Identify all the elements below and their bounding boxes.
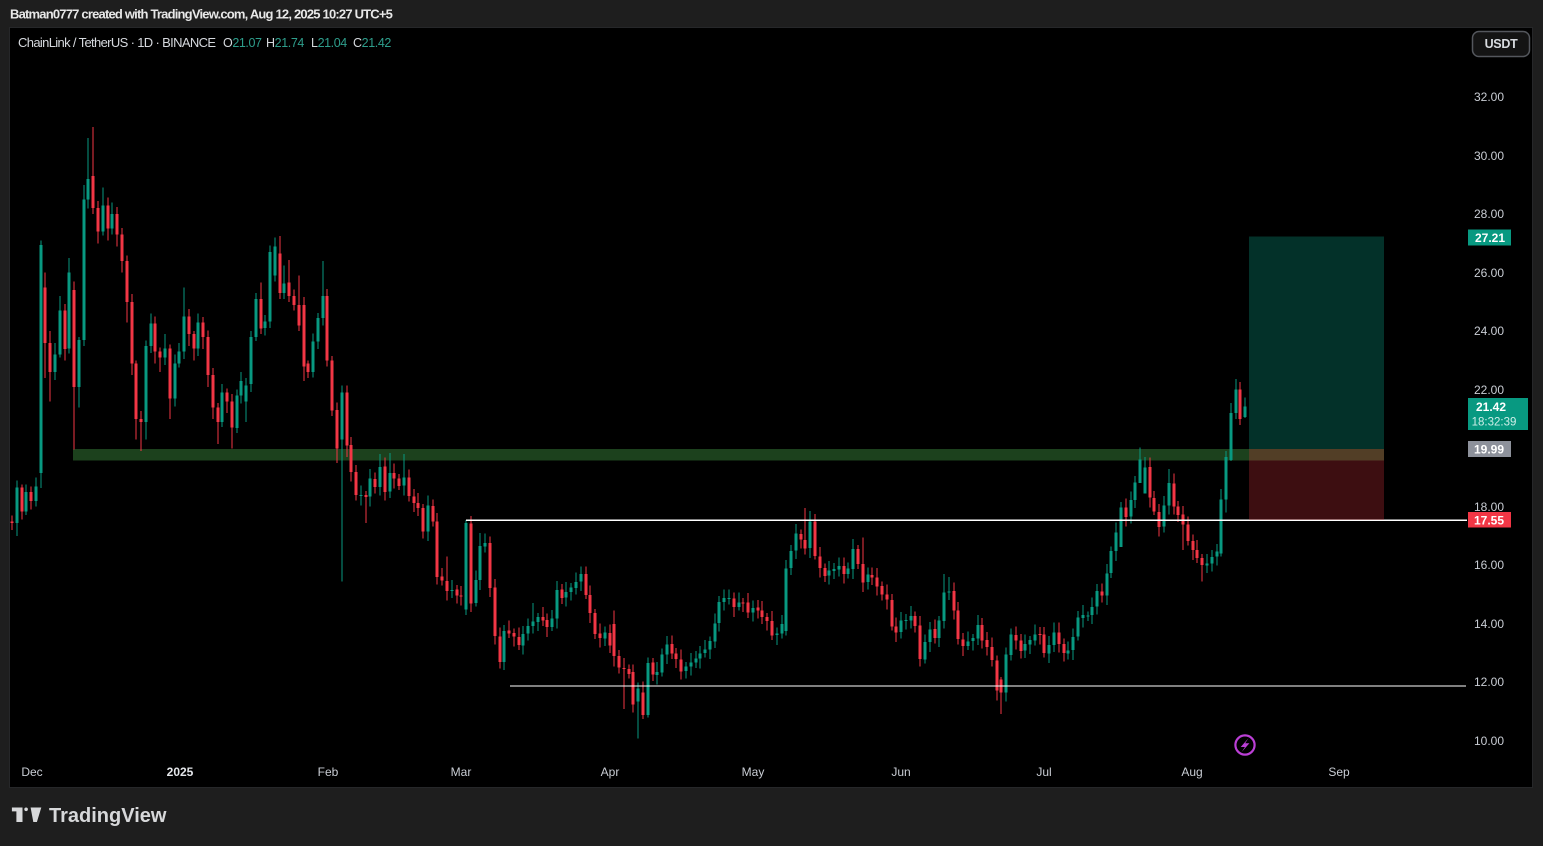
svg-text:17.55: 17.55 [1474, 514, 1504, 528]
svg-text:H21.74: H21.74 [266, 36, 304, 50]
svg-text:May: May [742, 765, 765, 779]
svg-text:18:32:39: 18:32:39 [1472, 417, 1517, 429]
svg-text:26.00: 26.00 [1474, 266, 1504, 280]
svg-text:Batman0777 created with Tradin: Batman0777 created with TradingView.com,… [10, 7, 393, 22]
svg-text:Aug: Aug [1181, 765, 1202, 779]
svg-text:21.42: 21.42 [1476, 400, 1506, 414]
svg-text:14.00: 14.00 [1474, 617, 1504, 631]
svg-text:16.00: 16.00 [1474, 558, 1504, 572]
svg-text:32.00: 32.00 [1474, 90, 1504, 104]
svg-text:Jun: Jun [891, 765, 910, 779]
svg-text:12.00: 12.00 [1474, 675, 1504, 689]
svg-text:28.00: 28.00 [1474, 207, 1504, 221]
svg-text:30.00: 30.00 [1474, 149, 1504, 163]
svg-text:24.00: 24.00 [1474, 324, 1504, 338]
svg-text:USDT: USDT [1485, 37, 1518, 51]
svg-text:22.00: 22.00 [1474, 383, 1504, 397]
svg-text:Sep: Sep [1328, 765, 1350, 779]
svg-text:2025: 2025 [167, 765, 194, 779]
svg-text:C21.42: C21.42 [353, 36, 391, 50]
svg-text:27.21: 27.21 [1475, 231, 1505, 245]
svg-text:Jul: Jul [1036, 765, 1051, 779]
svg-text:O21.07: O21.07 [223, 36, 262, 50]
svg-text:Mar: Mar [451, 765, 472, 779]
svg-text:19.99: 19.99 [1474, 443, 1504, 457]
svg-text:TradingView: TradingView [49, 805, 167, 827]
svg-text:ChainLink / TetherUS · 1D · BI: ChainLink / TetherUS · 1D · BINANCE [18, 35, 216, 50]
svg-text:10.00: 10.00 [1474, 734, 1504, 748]
svg-text:L21.04: L21.04 [311, 36, 347, 50]
svg-text:18.00: 18.00 [1474, 500, 1504, 514]
svg-text:Apr: Apr [601, 765, 620, 779]
svg-text:Dec: Dec [21, 765, 42, 779]
svg-text:Feb: Feb [318, 765, 339, 779]
